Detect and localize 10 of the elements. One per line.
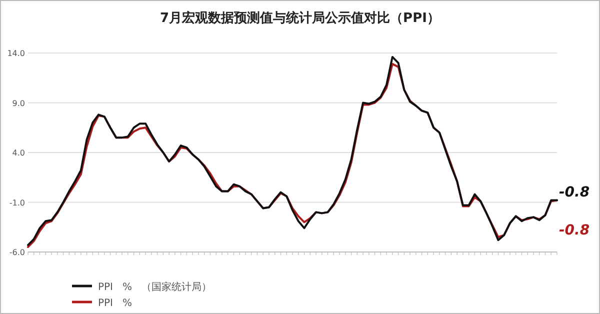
y-tick-label: 4.0 [12, 148, 25, 158]
chart-title: 7月宏观数据预测值与统计局公示值对比（PPI） [160, 10, 440, 26]
legend-label: PPI % [98, 298, 132, 309]
legend-label: PPI % （国家统计局） [98, 281, 212, 293]
y-tick-label: -6.0 [9, 248, 25, 257]
y-tick-label: -1.0 [9, 198, 25, 208]
data-label: -0.8 [559, 184, 590, 200]
data-label: -0.8 [559, 222, 590, 238]
y-tick-label: 9.0 [12, 98, 25, 108]
y-tick-label: 14.0 [7, 49, 25, 58]
